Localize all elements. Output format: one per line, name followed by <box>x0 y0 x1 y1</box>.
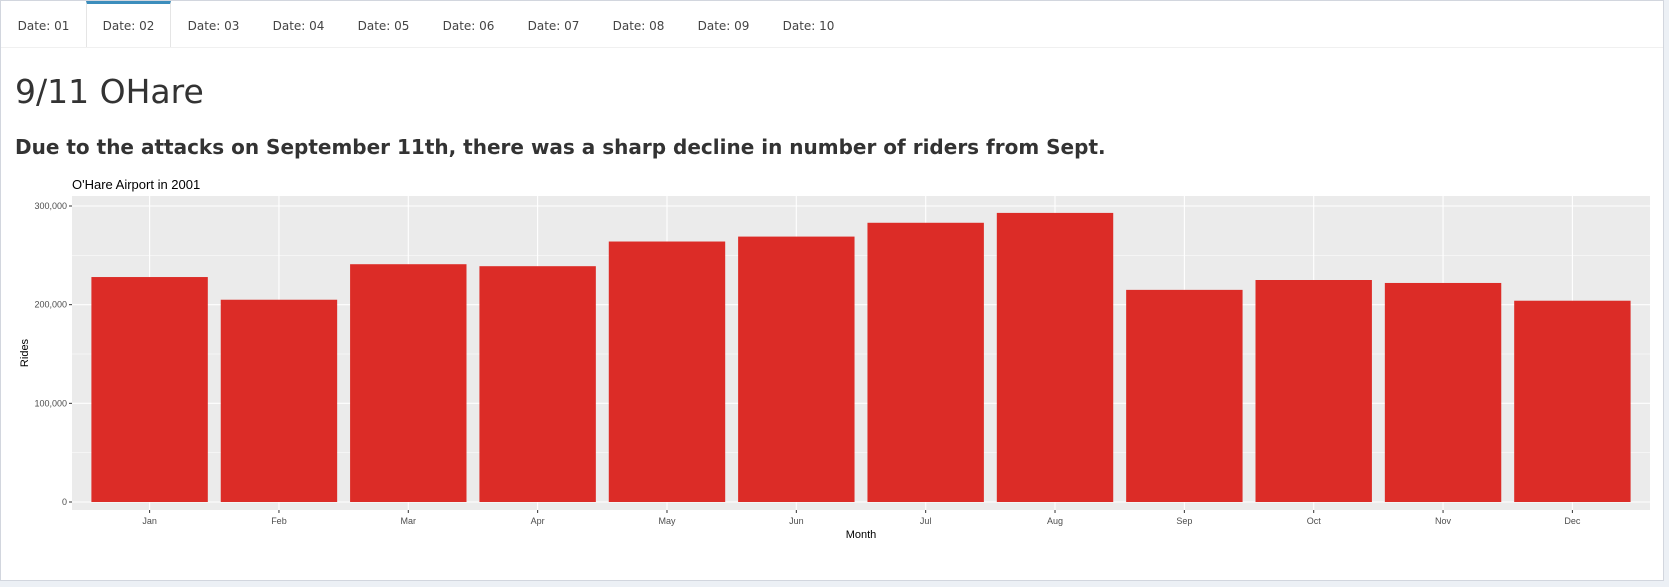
bar-jun <box>738 236 855 502</box>
tab-date-03[interactable]: Date: 03 <box>187 19 240 33</box>
tab-date-06[interactable]: Date: 06 <box>442 19 495 33</box>
x-tick-label: Mar <box>401 516 417 526</box>
bar-mar <box>350 264 467 502</box>
y-axis-label: Rides <box>19 338 31 367</box>
y-tick-label: 100,000 <box>34 398 67 408</box>
bar-feb <box>220 299 338 502</box>
bars <box>91 212 1631 503</box>
bar-apr <box>479 266 596 502</box>
x-tick-label: Oct <box>1307 516 1322 526</box>
bar-nov <box>1384 282 1502 502</box>
tab-date-04[interactable]: Date: 04 <box>272 19 325 33</box>
y-tick-label: 200,000 <box>34 300 67 310</box>
tab-date-09[interactable]: Date: 09 <box>697 19 750 33</box>
x-tick-label: Apr <box>531 516 545 526</box>
bar-jan <box>91 277 208 502</box>
bar-may <box>608 241 726 502</box>
x-axis-label: Month <box>846 529 877 541</box>
tab-date-08[interactable]: Date: 08 <box>612 19 665 33</box>
x-tick-label: Feb <box>271 516 287 526</box>
x-tick-label: May <box>658 516 676 526</box>
x-tick-label: Sep <box>1176 516 1192 526</box>
tab-date-10[interactable]: Date: 10 <box>782 19 835 33</box>
bar-sep <box>1126 289 1243 502</box>
y-tick-label: 0 <box>62 497 67 507</box>
x-tick-label: Nov <box>1435 516 1452 526</box>
y-tick-label: 300,000 <box>34 201 67 211</box>
bar-jul <box>867 222 984 503</box>
page-title: 9/11 OHare <box>15 72 204 111</box>
page-subtitle: Due to the attacks on September 11th, th… <box>15 135 1106 159</box>
tab-bar: Date: 01 Date: 02 Date: 03 Date: 04 Date… <box>1 1 1663 48</box>
x-tick-label: Jan <box>142 516 157 526</box>
bar-oct <box>1255 280 1372 502</box>
x-tick-label: Aug <box>1047 516 1063 526</box>
bar-aug <box>996 212 1114 502</box>
chart-title: O'Hare Airport in 2001 <box>72 177 200 192</box>
y-axis: 0 100,000 200,000 300,000 <box>34 201 72 507</box>
bar-dec <box>1514 300 1631 502</box>
x-tick-label: Jul <box>920 516 932 526</box>
bar-chart: O'Hare Airport in 2001 0 100,000 200,000 30… <box>19 177 1650 541</box>
x-tick-label: Jun <box>789 516 804 526</box>
x-axis: Jan Feb Mar Apr May Jun Jul Aug Sep Oct Nov Dec <box>142 510 1581 526</box>
tab-date-07[interactable]: Date: 07 <box>527 19 580 33</box>
tab-date-05[interactable]: Date: 05 <box>357 19 410 33</box>
tab-date-01[interactable]: Date: 01 <box>17 19 70 33</box>
tab-date-02[interactable]: Date: 02 <box>86 1 171 47</box>
x-tick-label: Dec <box>1564 516 1581 526</box>
